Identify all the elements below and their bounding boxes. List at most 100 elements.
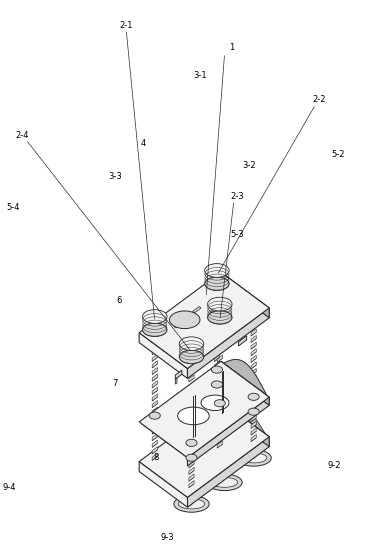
- Ellipse shape: [178, 407, 209, 424]
- Polygon shape: [217, 368, 223, 375]
- Polygon shape: [239, 336, 246, 346]
- Polygon shape: [214, 315, 220, 322]
- Polygon shape: [251, 368, 256, 375]
- Ellipse shape: [248, 393, 259, 400]
- Text: 5-3: 5-3: [231, 230, 245, 239]
- Polygon shape: [214, 361, 220, 368]
- Polygon shape: [152, 401, 157, 408]
- Polygon shape: [251, 362, 256, 369]
- Polygon shape: [187, 308, 269, 379]
- Polygon shape: [152, 433, 157, 440]
- Polygon shape: [187, 397, 269, 466]
- Polygon shape: [251, 401, 256, 408]
- Polygon shape: [217, 401, 223, 408]
- Text: 8: 8: [153, 453, 159, 462]
- Polygon shape: [251, 336, 256, 343]
- Ellipse shape: [178, 499, 205, 509]
- Polygon shape: [217, 434, 223, 442]
- Ellipse shape: [205, 277, 229, 290]
- Ellipse shape: [236, 450, 271, 466]
- Polygon shape: [189, 401, 194, 408]
- Polygon shape: [217, 428, 223, 435]
- Polygon shape: [251, 349, 256, 356]
- Polygon shape: [214, 374, 220, 381]
- Ellipse shape: [214, 400, 226, 407]
- Text: 9-4: 9-4: [2, 484, 16, 492]
- Ellipse shape: [240, 453, 267, 463]
- Polygon shape: [189, 461, 194, 468]
- Polygon shape: [214, 335, 220, 342]
- Polygon shape: [152, 413, 157, 421]
- Polygon shape: [214, 354, 220, 362]
- Polygon shape: [251, 434, 256, 442]
- Ellipse shape: [186, 454, 197, 461]
- Polygon shape: [251, 415, 256, 422]
- Polygon shape: [189, 395, 194, 402]
- Polygon shape: [210, 309, 217, 314]
- Polygon shape: [152, 315, 157, 332]
- Ellipse shape: [211, 477, 238, 487]
- Polygon shape: [217, 408, 223, 415]
- Text: 5-2: 5-2: [331, 150, 345, 160]
- Polygon shape: [217, 348, 223, 355]
- Text: 3-3: 3-3: [108, 172, 122, 182]
- Polygon shape: [142, 423, 185, 456]
- Polygon shape: [139, 333, 187, 379]
- Ellipse shape: [166, 444, 202, 460]
- Ellipse shape: [142, 310, 167, 323]
- Text: 2-3: 2-3: [231, 192, 245, 201]
- Polygon shape: [187, 437, 269, 507]
- Ellipse shape: [211, 366, 223, 373]
- Polygon shape: [189, 381, 194, 389]
- Ellipse shape: [248, 408, 259, 415]
- Text: 7: 7: [112, 379, 118, 388]
- Polygon shape: [217, 381, 223, 389]
- Polygon shape: [152, 407, 157, 414]
- Polygon shape: [214, 269, 220, 285]
- Polygon shape: [251, 342, 256, 349]
- Polygon shape: [217, 375, 223, 382]
- Text: 5-4: 5-4: [6, 203, 19, 211]
- Ellipse shape: [208, 298, 232, 311]
- Polygon shape: [217, 362, 223, 369]
- Text: 9-2: 9-2: [328, 461, 341, 470]
- Ellipse shape: [179, 337, 204, 351]
- Polygon shape: [139, 461, 187, 507]
- Polygon shape: [217, 302, 223, 319]
- Polygon shape: [214, 394, 220, 401]
- Polygon shape: [175, 378, 177, 384]
- Polygon shape: [214, 301, 220, 309]
- Polygon shape: [214, 368, 220, 375]
- Polygon shape: [225, 403, 266, 434]
- Polygon shape: [139, 401, 269, 497]
- Text: 2-1: 2-1: [119, 21, 133, 30]
- Polygon shape: [229, 282, 234, 289]
- Polygon shape: [189, 388, 194, 395]
- Polygon shape: [223, 359, 267, 395]
- Polygon shape: [152, 368, 157, 375]
- Polygon shape: [251, 381, 256, 389]
- Ellipse shape: [179, 350, 204, 364]
- Polygon shape: [214, 295, 220, 302]
- Polygon shape: [189, 434, 194, 442]
- Polygon shape: [194, 442, 263, 492]
- Polygon shape: [139, 272, 269, 369]
- Text: 1: 1: [230, 43, 235, 52]
- Text: 3-1: 3-1: [194, 71, 207, 79]
- Ellipse shape: [149, 412, 160, 419]
- Polygon shape: [152, 394, 157, 401]
- Polygon shape: [251, 329, 256, 336]
- Polygon shape: [191, 400, 265, 455]
- Polygon shape: [214, 328, 220, 335]
- Polygon shape: [217, 421, 223, 428]
- Polygon shape: [152, 453, 157, 460]
- Polygon shape: [189, 468, 194, 475]
- Polygon shape: [214, 407, 220, 415]
- Polygon shape: [214, 348, 220, 355]
- Polygon shape: [214, 341, 220, 348]
- Polygon shape: [251, 322, 256, 330]
- Polygon shape: [152, 388, 157, 395]
- Polygon shape: [251, 388, 256, 395]
- Polygon shape: [221, 272, 269, 318]
- Polygon shape: [189, 415, 194, 422]
